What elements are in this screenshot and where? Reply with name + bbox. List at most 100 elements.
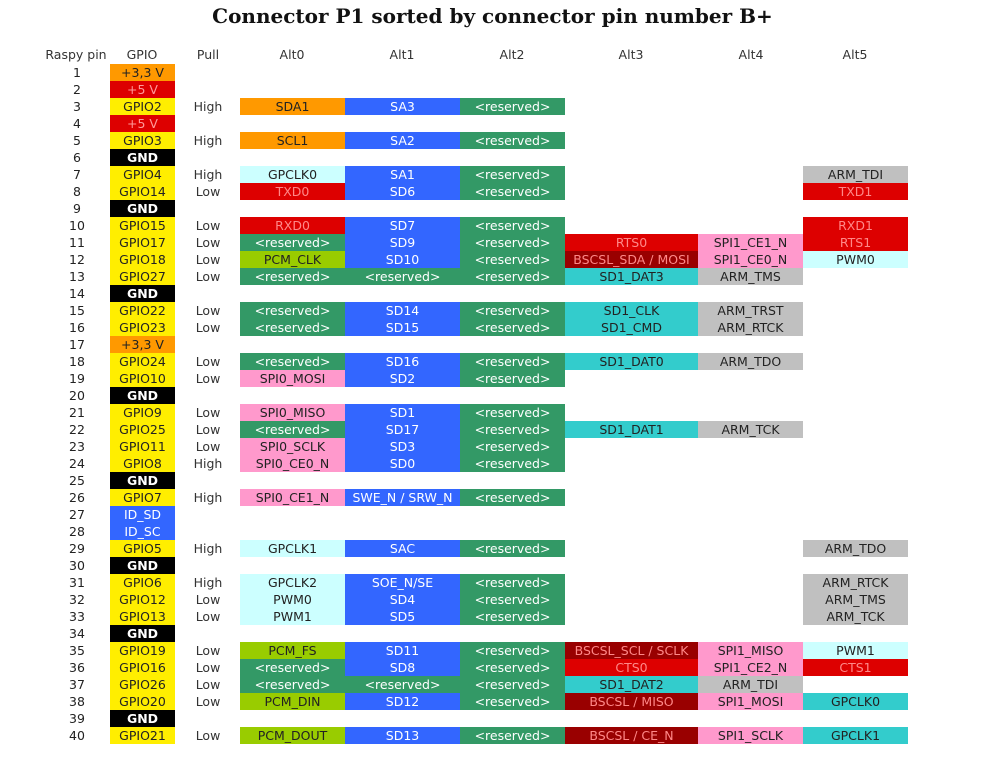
pull-cell: Low [195, 643, 221, 658]
header-alt2: Alt2 [499, 47, 525, 62]
alt0-cell: GPCLK0 [240, 166, 345, 183]
gpio-cell: GPIO6 [110, 574, 175, 591]
header-alt1: Alt1 [389, 47, 415, 62]
pin-number: 3 [73, 99, 81, 114]
pin-number: 9 [73, 201, 81, 216]
alt2-cell: <reserved> [460, 404, 565, 421]
alt2-cell: <reserved> [460, 455, 565, 472]
alt3-cell: BSCSL / CE_N [565, 727, 698, 744]
pin-number: 7 [73, 167, 81, 182]
pull-cell: High [193, 541, 223, 556]
gpio-cell: +3,3 V [110, 64, 175, 81]
pull-cell: Low [195, 677, 221, 692]
alt4-cell: ARM_TMS [698, 268, 803, 285]
pin-number: 39 [69, 711, 85, 726]
alt0-cell: PWM1 [240, 608, 345, 625]
alt1-cell: SD14 [345, 302, 460, 319]
pull-cell: Low [195, 184, 221, 199]
gpio-cell: GPIO21 [110, 727, 175, 744]
alt0-cell: <reserved> [240, 421, 345, 438]
gpio-cell: GPIO24 [110, 353, 175, 370]
alt2-cell: <reserved> [460, 591, 565, 608]
alt3-cell: BSCSL_SCL / SCLK [565, 642, 698, 659]
header-raspy-pin: Raspy pin [45, 47, 107, 62]
gpio-cell: GND [110, 200, 175, 217]
alt1-cell: SA2 [345, 132, 460, 149]
alt1-cell: SD17 [345, 421, 460, 438]
alt2-cell: <reserved> [460, 540, 565, 557]
pin-number: 22 [69, 422, 85, 437]
gpio-cell: GPIO19 [110, 642, 175, 659]
alt0-cell: RXD0 [240, 217, 345, 234]
alt3-cell: SD1_DAT0 [565, 353, 698, 370]
alt1-cell: SD4 [345, 591, 460, 608]
gpio-cell: +5 V [110, 81, 175, 98]
alt2-cell: <reserved> [460, 642, 565, 659]
pin-number: 26 [69, 490, 85, 505]
gpio-cell: GPIO7 [110, 489, 175, 506]
alt0-cell: <reserved> [240, 659, 345, 676]
alt2-cell: <reserved> [460, 183, 565, 200]
alt0-cell: <reserved> [240, 302, 345, 319]
alt1-cell: SD15 [345, 319, 460, 336]
header-alt5: Alt5 [842, 47, 868, 62]
alt2-cell: <reserved> [460, 727, 565, 744]
alt5-cell: ARM_TDO [803, 540, 908, 557]
alt1-cell: SD5 [345, 608, 460, 625]
alt0-cell: <reserved> [240, 319, 345, 336]
pin-number: 15 [69, 303, 85, 318]
alt4-cell: SPI1_CE1_N [698, 234, 803, 251]
alt1-cell: SOE_N/SE [345, 574, 460, 591]
gpio-cell: GND [110, 285, 175, 302]
alt0-cell: PCM_FS [240, 642, 345, 659]
pull-cell: Low [195, 660, 221, 675]
pin-number: 35 [69, 643, 85, 658]
pin-number: 24 [69, 456, 85, 471]
pin-number: 28 [69, 524, 85, 539]
gpio-cell: GPIO13 [110, 608, 175, 625]
alt0-cell: SPI0_MISO [240, 404, 345, 421]
alt4-cell: ARM_RTCK [698, 319, 803, 336]
alt4-cell: SPI1_MISO [698, 642, 803, 659]
pull-cell: Low [195, 303, 221, 318]
gpio-cell: GPIO12 [110, 591, 175, 608]
alt1-cell: SD10 [345, 251, 460, 268]
pin-number: 13 [69, 269, 85, 284]
alt2-cell: <reserved> [460, 251, 565, 268]
gpio-cell: ID_SD [110, 506, 175, 523]
alt2-cell: <reserved> [460, 676, 565, 693]
alt5-cell: GPCLK1 [803, 727, 908, 744]
alt5-cell: ARM_TMS [803, 591, 908, 608]
alt4-cell: SPI1_CE2_N [698, 659, 803, 676]
pin-number: 30 [69, 558, 85, 573]
alt0-cell: PCM_CLK [240, 251, 345, 268]
alt0-cell: SPI0_SCLK [240, 438, 345, 455]
alt1-cell: SD1 [345, 404, 460, 421]
pin-number: 12 [69, 252, 85, 267]
pull-cell: Low [195, 235, 221, 250]
gpio-cell: GND [110, 557, 175, 574]
pull-cell: Low [195, 371, 221, 386]
pull-cell: High [193, 99, 223, 114]
alt3-cell: SD1_CLK [565, 302, 698, 319]
page-title: Connector P1 sorted by connector pin num… [212, 4, 773, 28]
gpio-cell: GPIO10 [110, 370, 175, 387]
gpio-cell: GND [110, 387, 175, 404]
gpio-cell: GPIO5 [110, 540, 175, 557]
gpio-cell: GPIO4 [110, 166, 175, 183]
header-alt3: Alt3 [618, 47, 644, 62]
alt1-cell: SD11 [345, 642, 460, 659]
gpio-cell: ID_SC [110, 523, 175, 540]
alt2-cell: <reserved> [460, 608, 565, 625]
alt3-cell: BSCSL / MISO [565, 693, 698, 710]
pin-number: 36 [69, 660, 85, 675]
pin-number: 1 [73, 65, 81, 80]
alt4-cell: ARM_TRST [698, 302, 803, 319]
pull-cell: Low [195, 694, 221, 709]
pin-number: 27 [69, 507, 85, 522]
pull-cell: High [193, 456, 223, 471]
pin-number: 4 [73, 116, 81, 131]
alt4-cell: SPI1_SCLK [698, 727, 803, 744]
alt0-cell: GPCLK2 [240, 574, 345, 591]
alt0-cell: <reserved> [240, 234, 345, 251]
